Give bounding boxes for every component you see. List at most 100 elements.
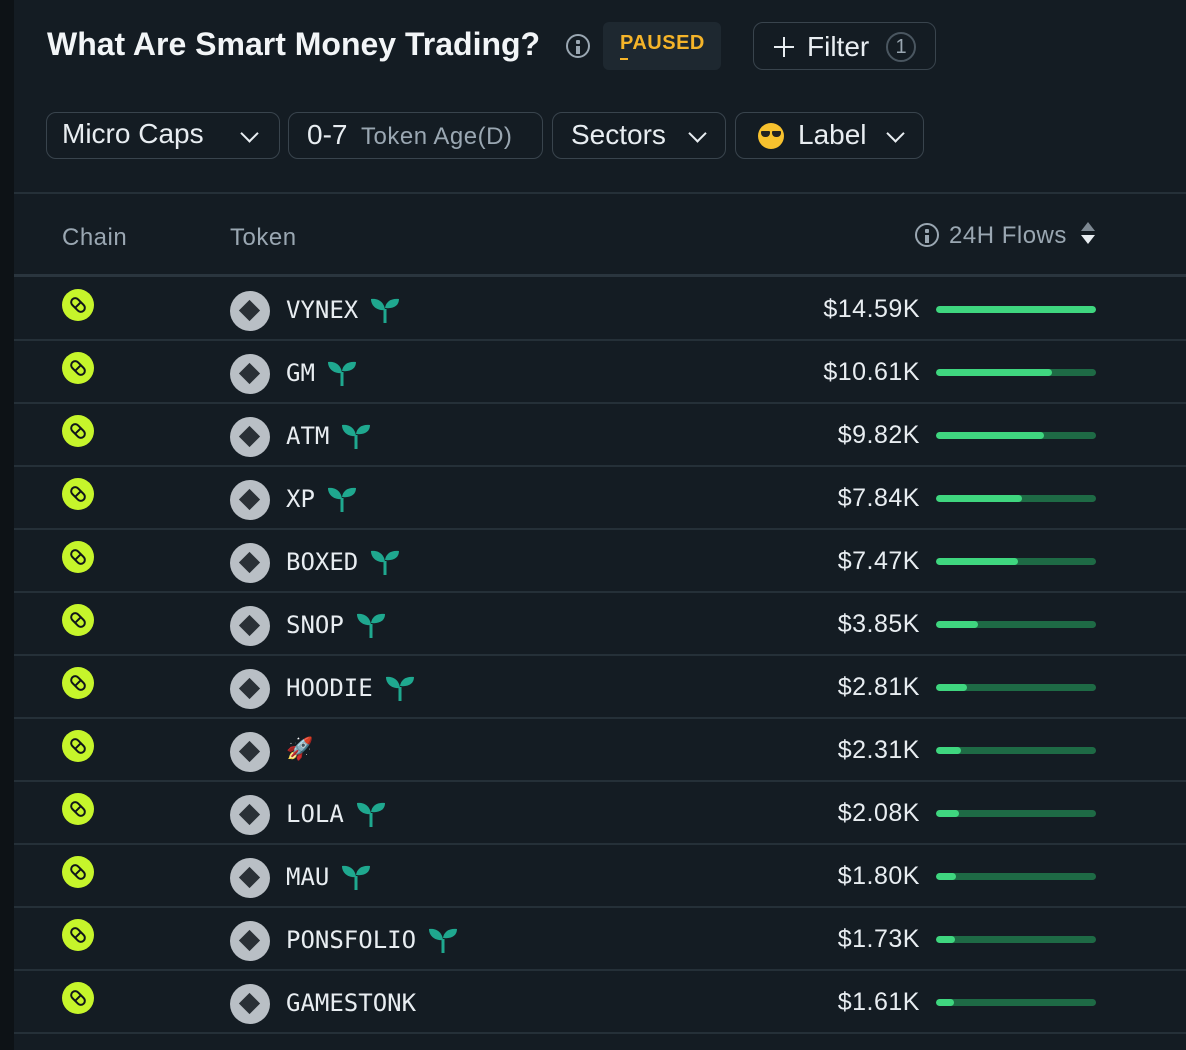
table-row[interactable]: LOLA $2.08K — [14, 781, 1186, 844]
sprout-icon — [327, 487, 356, 512]
token-name[interactable]: ATM — [286, 422, 371, 450]
sprout-icon — [327, 361, 356, 386]
flow-bar-fill — [936, 558, 1018, 565]
table-row[interactable]: VYNEX $14.59K — [14, 277, 1186, 340]
token-name[interactable]: SNOP — [286, 611, 386, 639]
cursor-mark — [620, 58, 628, 60]
token-symbol: GAMESTONK — [286, 989, 417, 1017]
flow-value: $9.82K — [837, 421, 920, 449]
token-age-label: Token Age(D) — [361, 123, 513, 150]
token-placeholder-icon — [230, 921, 270, 961]
sunglasses-emoji-icon — [758, 123, 784, 149]
token-symbol: BOXED — [286, 548, 359, 576]
flow-bar — [936, 684, 1096, 691]
status-badge: PAUSED — [603, 22, 721, 70]
pump-chain-icon — [62, 541, 94, 573]
column-header-chain: Chain — [62, 224, 128, 251]
row-divider — [14, 465, 1186, 467]
flow-bar-fill — [936, 621, 979, 628]
smart-money-panel: What Are Smart Money Trading? PAUSED Fil… — [14, 0, 1186, 1050]
table-row[interactable]: XP $7.84K — [14, 466, 1186, 529]
sort-icon[interactable] — [1081, 222, 1095, 248]
token-name[interactable]: HOODIE — [286, 674, 415, 702]
flow-bar-fill — [936, 495, 1022, 502]
label-dropdown[interactable]: Label — [735, 112, 924, 159]
label-text: Label — [798, 119, 867, 150]
token-symbol: LOLA — [286, 800, 344, 828]
token-name[interactable]: BOXED — [286, 548, 400, 576]
sectors-dropdown[interactable]: Sectors — [552, 112, 726, 159]
table-row[interactable]: MAU $1.80K — [14, 844, 1186, 907]
token-symbol: 🚀 — [286, 737, 314, 762]
pump-chain-icon — [62, 667, 94, 699]
plus-icon — [774, 37, 794, 57]
flow-bar — [936, 558, 1096, 565]
flow-bar-fill — [936, 432, 1044, 439]
table-row[interactable]: BOXED $7.47K — [14, 529, 1186, 592]
flow-bar — [936, 369, 1096, 376]
flow-bar — [936, 810, 1096, 817]
row-divider — [14, 402, 1186, 404]
info-icon[interactable] — [915, 223, 939, 247]
row-divider — [14, 654, 1186, 656]
flow-value: $3.85K — [837, 610, 920, 638]
token-name[interactable]: 🚀 — [286, 737, 313, 762]
pump-chain-icon — [62, 604, 94, 636]
filter-label: Filter — [807, 31, 870, 62]
table-row[interactable]: ATM $9.82K — [14, 403, 1186, 466]
token-placeholder-icon — [230, 669, 270, 709]
column-header-flows[interactable]: 24H Flows — [949, 222, 1067, 249]
flow-bar-fill — [936, 747, 962, 754]
filter-button[interactable]: Filter 1 — [753, 22, 936, 70]
token-name[interactable]: PONSFOLIO — [286, 926, 458, 954]
sprout-icon — [385, 676, 414, 701]
token-name[interactable]: MAU — [286, 863, 371, 891]
flow-value: $2.31K — [837, 736, 920, 764]
flow-bar — [936, 936, 1096, 943]
pump-chain-icon — [62, 982, 94, 1014]
token-placeholder-icon — [230, 417, 270, 457]
token-symbol: HOODIE — [286, 674, 373, 702]
table-row[interactable]: PONSFOLIO $1.73K — [14, 907, 1186, 970]
pump-chain-icon — [62, 856, 94, 888]
header-divider — [14, 274, 1186, 277]
table-row[interactable]: GM $10.61K — [14, 340, 1186, 403]
table-row[interactable]: GAMESTONK $1.61K — [14, 970, 1186, 1033]
flow-bar — [936, 999, 1096, 1006]
sprout-icon — [356, 802, 385, 827]
pump-chain-icon — [62, 415, 94, 447]
sprout-icon — [371, 550, 400, 575]
table-row[interactable]: 🚀 $2.31K — [14, 718, 1186, 781]
token-age-value: 0-7 — [307, 119, 348, 150]
token-symbol: GM — [286, 359, 315, 387]
flow-bar-fill — [936, 369, 1053, 376]
token-name[interactable]: GM — [286, 359, 357, 387]
token-name[interactable]: XP — [286, 485, 357, 513]
token-placeholder-icon — [230, 732, 270, 772]
pump-chain-icon — [62, 793, 94, 825]
table-row[interactable]: HOODIE $2.81K — [14, 655, 1186, 718]
flow-bar-fill — [936, 810, 959, 817]
flow-bar — [936, 495, 1096, 502]
row-divider — [14, 528, 1186, 530]
info-icon[interactable] — [566, 34, 590, 58]
column-header-token: Token — [230, 224, 297, 251]
flow-value: $2.81K — [837, 673, 920, 701]
token-name[interactable]: LOLA — [286, 800, 386, 828]
pump-chain-icon — [62, 730, 94, 762]
flow-value: $14.59K — [823, 295, 920, 323]
token-age-filter[interactable]: 0-7 Token Age(D) — [288, 112, 543, 159]
token-name[interactable]: GAMESTONK — [286, 989, 416, 1017]
flow-bar-fill — [936, 873, 956, 880]
token-name[interactable]: VYNEX — [286, 296, 400, 324]
sectors-label: Sectors — [571, 119, 666, 150]
token-symbol: PONSFOLIO — [286, 926, 417, 954]
divider — [14, 192, 1186, 194]
table-row[interactable]: SNOP $3.85K — [14, 592, 1186, 655]
market-cap-dropdown[interactable]: Micro Caps — [46, 112, 280, 159]
row-divider — [14, 717, 1186, 719]
pump-chain-icon — [62, 478, 94, 510]
token-placeholder-icon — [230, 858, 270, 898]
flow-value: $1.61K — [837, 988, 920, 1016]
market-cap-value: Micro Caps — [62, 118, 204, 149]
